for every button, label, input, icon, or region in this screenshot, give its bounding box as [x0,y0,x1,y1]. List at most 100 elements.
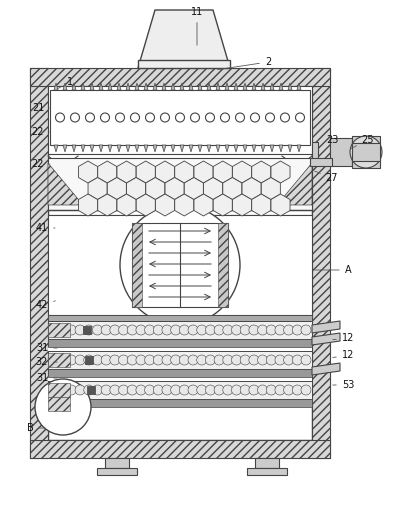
Circle shape [110,355,120,365]
Circle shape [127,355,137,365]
Circle shape [275,355,285,365]
Bar [48,86,312,440]
Polygon shape [72,83,76,90]
Circle shape [92,325,102,335]
Text: 21: 21 [32,103,50,113]
Circle shape [119,325,129,335]
Circle shape [205,325,215,335]
Polygon shape [171,145,175,152]
Polygon shape [297,145,301,152]
Bar [48,351,312,369]
Circle shape [70,113,80,122]
Text: 31: 31 [36,373,57,383]
Circle shape [284,355,294,365]
Polygon shape [48,163,83,205]
Polygon shape [90,83,94,90]
Text: 22: 22 [32,127,50,137]
Circle shape [295,113,304,122]
Polygon shape [144,83,148,90]
Polygon shape [72,145,76,152]
Circle shape [101,385,111,395]
Circle shape [86,113,94,122]
Text: 53: 53 [333,380,354,390]
Bar [48,158,312,210]
Circle shape [84,385,94,395]
Circle shape [350,136,382,168]
Circle shape [197,385,207,395]
Bar [97,468,137,475]
Circle shape [162,325,172,335]
Bar [30,440,330,458]
Circle shape [171,385,181,395]
Circle shape [127,385,137,395]
Circle shape [84,355,94,365]
Polygon shape [234,145,238,152]
Circle shape [101,113,109,122]
Polygon shape [252,145,256,152]
Bar [352,136,380,168]
Circle shape [131,113,140,122]
Circle shape [275,385,285,395]
Circle shape [220,113,230,122]
Bar [83,326,91,334]
Circle shape [153,385,163,395]
Circle shape [75,355,85,365]
Polygon shape [261,83,265,90]
Bar [132,223,228,307]
Text: 32: 32 [36,357,57,367]
Circle shape [101,325,111,335]
Circle shape [205,355,215,365]
Polygon shape [108,83,112,90]
Bar [48,215,312,315]
Circle shape [214,355,224,365]
Circle shape [75,325,85,335]
Circle shape [171,325,181,335]
Bar [310,158,332,166]
Polygon shape [162,83,166,90]
Circle shape [179,355,189,365]
Text: 25: 25 [351,135,374,149]
Polygon shape [312,363,340,375]
Polygon shape [180,145,184,152]
Bar [48,86,312,154]
Circle shape [197,325,207,335]
Circle shape [197,355,207,365]
Text: 2: 2 [218,57,271,70]
Bar [312,142,318,162]
Polygon shape [117,145,121,152]
Polygon shape [54,83,58,90]
Circle shape [249,325,259,335]
Polygon shape [270,83,274,90]
Circle shape [49,355,59,365]
Polygon shape [63,145,67,152]
Polygon shape [180,83,184,90]
Circle shape [58,325,68,335]
Circle shape [258,325,267,335]
Circle shape [240,325,250,335]
Polygon shape [312,321,340,333]
Circle shape [188,355,198,365]
Bar [30,68,330,86]
Circle shape [49,325,59,335]
Polygon shape [162,145,166,152]
Text: 41: 41 [36,223,55,233]
Bar [105,458,129,468]
Polygon shape [153,145,157,152]
Bar [218,223,228,307]
Polygon shape [138,10,230,68]
Polygon shape [297,83,301,90]
Polygon shape [207,83,211,90]
Bar [48,315,312,321]
Polygon shape [135,83,139,90]
Circle shape [249,385,259,395]
Bar [48,397,70,411]
Polygon shape [54,145,58,152]
Circle shape [301,355,311,365]
Text: 27: 27 [314,171,338,183]
Bar [132,223,142,307]
Polygon shape [261,145,265,152]
Polygon shape [277,163,312,205]
Polygon shape [198,145,202,152]
Polygon shape [117,83,121,90]
Polygon shape [279,145,283,152]
